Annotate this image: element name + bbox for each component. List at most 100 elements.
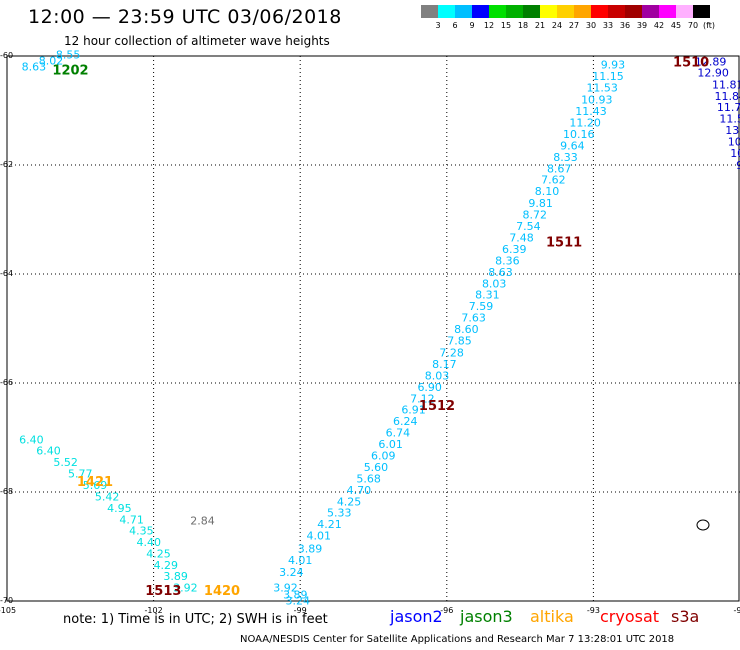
satellite-label-s3a: s3a — [671, 607, 700, 626]
data-point-label: 9.81 — [528, 197, 553, 210]
x-tick-label: -105 — [0, 606, 16, 615]
scale-label: 30 — [585, 21, 597, 30]
data-point-label: 5.77 — [68, 467, 93, 480]
data-point-label: 11.15 — [592, 70, 624, 83]
data-point-label: 10.93 — [581, 94, 613, 107]
data-point-label: 12.89 — [695, 55, 727, 68]
data-point-label: 8.33 — [553, 151, 578, 164]
data-point-label: 8.36 — [495, 254, 520, 267]
data-point-label: 7.85 — [447, 334, 472, 347]
data-point-label: 5.42 — [95, 490, 120, 503]
x-tick-label: -102 — [145, 606, 163, 615]
data-point-label: 6.91 — [401, 404, 426, 417]
data-point-label: 8.03 — [425, 369, 450, 382]
scale-swatch — [540, 5, 557, 18]
data-point-label: 12.90 — [697, 66, 729, 79]
data-point-label: 6.01 — [378, 438, 403, 451]
scale-swatch — [455, 5, 472, 18]
scale-label: 3 — [435, 21, 441, 30]
data-point-label: 2.84 — [190, 514, 215, 527]
satellite-label-altika: altika — [530, 607, 574, 626]
scale-label: 27 — [568, 21, 580, 30]
data-point-label: 11.20 — [569, 116, 601, 129]
data-point-label: 3.24 — [286, 594, 311, 607]
data-point-label: 3.89 — [163, 570, 188, 583]
scale-swatch — [438, 5, 455, 18]
data-point-label: 11.72 — [717, 101, 740, 114]
x-tick-label: -99 — [294, 606, 307, 615]
data-point-label: 8.63 — [488, 266, 513, 279]
data-point-label: 4.21 — [317, 518, 342, 531]
data-point-label: 7.28 — [439, 346, 464, 359]
data-point-label: 4.35 — [129, 525, 154, 538]
data-point-label: 6.40 — [19, 434, 44, 447]
data-point-label: 8.60 — [454, 323, 479, 336]
scale-label: 33 — [602, 21, 614, 30]
island-outline — [696, 519, 710, 531]
scale-label: 15 — [500, 21, 512, 30]
data-point-label: 7.12 — [410, 392, 435, 405]
y-tick-label: -60 — [0, 51, 13, 60]
data-point-label: 4.95 — [107, 502, 132, 515]
scale-label: 12 — [483, 21, 495, 30]
chart-title: 12:00 — 23:59 UTC 03/06/2018 — [28, 6, 342, 28]
data-point-label: 10.3 — [730, 147, 740, 160]
pass-time-label: 1421 — [77, 475, 113, 490]
pass-time-label: 1202 — [52, 64, 88, 79]
pass-time-label: 1510 — [673, 55, 709, 70]
data-point-label: 10.16 — [563, 128, 595, 141]
x-tick-label: -96 — [440, 606, 453, 615]
data-point-label: 4.70 — [347, 484, 372, 497]
pass-time-label: 1513 — [145, 584, 181, 599]
data-point-label: 8.31 — [475, 289, 500, 302]
data-point-label: 7.59 — [469, 300, 494, 313]
scale-swatch — [659, 5, 676, 18]
data-point-label: 5.69 — [83, 479, 108, 492]
data-point-label: 11.43 — [575, 105, 607, 118]
data-point-label: 3.92 — [273, 581, 298, 594]
scale-label: 21 — [534, 21, 546, 30]
data-point-label: 6.74 — [386, 427, 411, 440]
y-tick-label: -68 — [0, 487, 13, 496]
note-text: note: 1) Time is in UTC; 2) SWH is in fe… — [63, 612, 328, 627]
data-point-label: 7.54 — [516, 220, 541, 233]
data-point-label: 3.92 — [173, 581, 198, 594]
scale-label: 42 — [653, 21, 665, 30]
data-point-label: 5.52 — [53, 456, 78, 469]
data-point-label: 9.93 — [601, 59, 626, 72]
x-tick-label: -90 — [733, 606, 740, 615]
footer-credit: NOAA/NESDIS Center for Satellite Applica… — [240, 634, 675, 645]
data-point-label: 4.01 — [307, 530, 332, 543]
data-point-label: 4.25 — [337, 495, 362, 508]
data-point-label: 6.39 — [502, 243, 527, 256]
data-point-label: 5.60 — [364, 461, 389, 474]
data-point-label: 8.03 — [482, 277, 507, 290]
scale-label: 9 — [469, 21, 475, 30]
data-point-label: 8.10 — [535, 185, 560, 198]
data-point-label: 4.29 — [154, 559, 179, 572]
scale-label: 24 — [551, 21, 563, 30]
data-point-label: 7.48 — [509, 231, 534, 244]
pass-time-label: 1420 — [204, 584, 240, 599]
scale-label: 45 — [670, 21, 682, 30]
data-point-label: 5.33 — [327, 507, 352, 520]
data-point-label: 4.71 — [119, 513, 144, 526]
y-tick-label: -66 — [0, 378, 13, 387]
scale-swatch — [693, 5, 710, 18]
data-point-label: 5.68 — [356, 472, 381, 485]
data-point-label: 3.89 — [298, 543, 323, 556]
chart-subtitle: 12 hour collection of altimeter wave hei… — [64, 34, 330, 48]
data-point-label: 6.90 — [417, 381, 442, 394]
satellite-label-cryosat: cryosat — [600, 607, 660, 626]
data-point-label: 4.25 — [146, 548, 171, 561]
satellite-label-jason3: jason3 — [460, 607, 513, 626]
satellite-label-jason2: jason2 — [390, 607, 443, 626]
data-point-label: 8.02 — [39, 54, 64, 67]
y-tick-label: -70 — [0, 596, 13, 605]
y-tick-label: -64 — [0, 269, 13, 278]
data-point-label: 9.64 — [560, 139, 585, 152]
scale-swatch — [676, 5, 693, 18]
data-point-label: 8.67 — [547, 162, 572, 175]
scale-swatch — [608, 5, 625, 18]
